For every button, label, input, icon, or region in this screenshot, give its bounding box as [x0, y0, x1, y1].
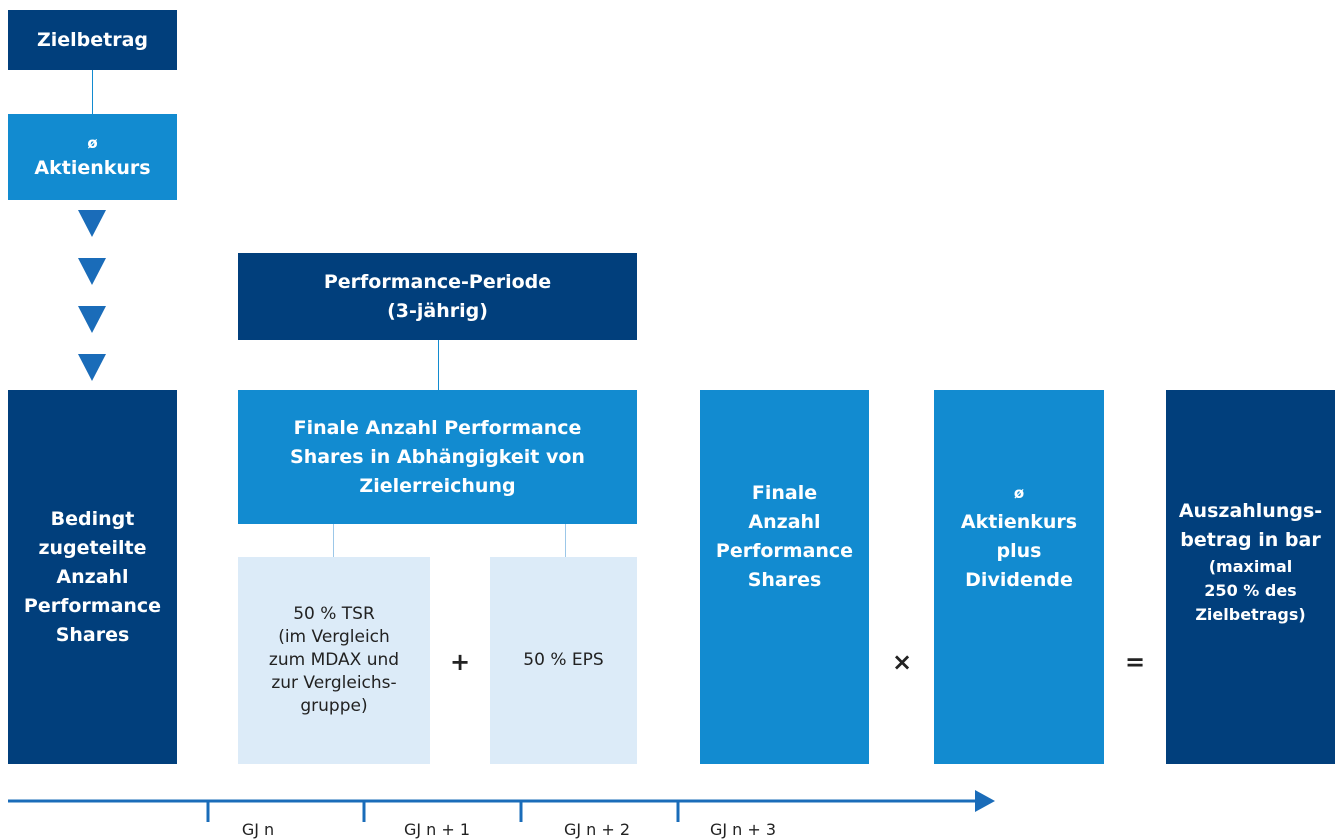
connector	[565, 524, 566, 557]
arrows	[78, 210, 106, 381]
connector	[438, 340, 439, 390]
connector	[333, 524, 334, 557]
tsr-box: 50 % TSR (im Vergleich zum MDAX und zur Ver…	[238, 557, 430, 764]
timeline-label: GJ n + 2	[563, 820, 631, 839]
text: Performance-Periode	[323, 270, 552, 293]
text: Shares in Abhängigkeit von	[290, 445, 585, 468]
text: zum MDAX und	[268, 650, 400, 670]
text: Performance	[715, 540, 854, 562]
text: Finale Anzahl Performance	[293, 416, 582, 439]
text: Shares	[747, 569, 822, 591]
text: Dividende	[965, 569, 1073, 591]
text: Anzahl	[748, 511, 821, 533]
text: 50 % TSR	[293, 604, 375, 624]
final-count-box: Finale Anzahl Performance Shares in Abhän…	[238, 390, 637, 524]
operator: ×	[891, 648, 913, 676]
payout-box: Auszahlungs-betrag in bar (maximal 250 % d…	[1166, 390, 1335, 764]
text: Performance	[23, 594, 162, 617]
text: ø	[87, 133, 98, 152]
text: Shares	[55, 623, 130, 646]
text: Bedingt	[50, 507, 135, 530]
price-box: ø Aktienkurs	[8, 114, 177, 200]
final-shares-box: Finale Anzahl Performance Shares	[700, 390, 869, 764]
text: Zielbetrag	[36, 28, 149, 51]
timeline-label: GJ n + 3	[709, 820, 777, 839]
text: 250 % des	[1204, 581, 1297, 600]
timeline-arrow	[975, 790, 995, 812]
text: betrag in bar	[1180, 529, 1321, 551]
timeline-label: GJ n + 1	[403, 820, 471, 839]
text: (3-jährig)	[387, 299, 488, 322]
price-dividend-box: ø Aktienkurs plus Dividende	[934, 390, 1104, 764]
text: gruppe)	[300, 696, 368, 716]
text: (im Vergleich	[278, 627, 390, 647]
operator: +	[449, 648, 471, 676]
text: Aktienkurs	[960, 511, 1078, 533]
text: Zielerreichung	[359, 474, 516, 497]
target-box: Zielbetrag	[8, 10, 177, 70]
period-box: Performance-Periode (3-jährig)	[238, 253, 637, 340]
text: (maximal	[1208, 557, 1293, 576]
text: ø	[1013, 484, 1025, 502]
text: Auszahlungs-	[1178, 500, 1323, 522]
timeline-label: GJ n	[241, 820, 275, 839]
text: Aktienkurs	[34, 156, 151, 179]
text: 50 % EPS	[523, 650, 604, 670]
text: plus	[996, 540, 1042, 562]
operator: =	[1124, 648, 1146, 676]
connector	[92, 70, 93, 114]
timeline	[8, 799, 978, 822]
conditional-box: Bedingt zugeteilte Anzahl Performance Shares	[8, 390, 177, 764]
text: Zielbetrags)	[1195, 605, 1306, 624]
text: Anzahl	[56, 565, 129, 588]
eps-box: 50 % EPS	[490, 557, 637, 764]
text: zur Vergleichs-	[271, 673, 397, 693]
text: Finale	[751, 482, 818, 504]
text: zugeteilte	[38, 536, 147, 559]
